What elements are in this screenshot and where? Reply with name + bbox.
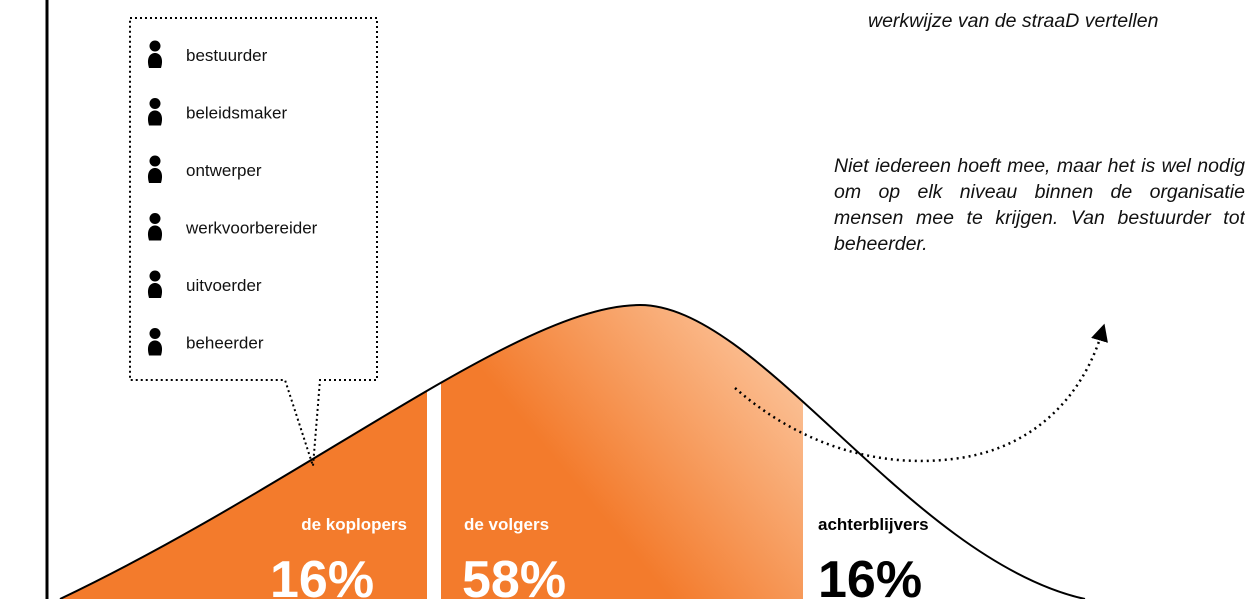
volgers-label: de volgers	[464, 515, 549, 534]
role-item: werkvoorbereider	[147, 213, 318, 241]
dotted-arrow	[734, 323, 1108, 463]
role-label: beheerder	[186, 334, 264, 353]
roles-callout-bubble	[129, 17, 378, 467]
person-icon	[147, 40, 163, 68]
role-label: beleidsmaker	[186, 104, 287, 123]
koplopers-percent: 16%	[270, 551, 374, 599]
bell-curve	[59, 303, 1086, 599]
koplopers-area	[60, 390, 427, 599]
role-item: uitvoerder	[147, 270, 262, 298]
role-label: bestuurder	[186, 46, 268, 65]
person-icon	[147, 270, 163, 298]
role-item: beleidsmaker	[147, 98, 287, 126]
roles-list: bestuurder beleidsmaker ontwerper werkvoorb…	[147, 40, 318, 356]
role-item: bestuurder	[147, 40, 268, 68]
role-label: uitvoerder	[186, 276, 262, 295]
achterblijvers-percent: 16%	[818, 551, 922, 599]
role-label: ontwerper	[186, 161, 262, 180]
explanation-text: Niet iedereen hoeft mee, maar het is wel…	[834, 155, 1245, 255]
volgers-percent: 58%	[462, 551, 566, 599]
role-label: werkvoorbereider	[185, 219, 318, 238]
koplopers-label: de koplopers	[301, 515, 407, 534]
volgers-area	[441, 305, 803, 599]
role-item: ontwerper	[147, 155, 262, 183]
achterblijvers-label: achterblijvers	[818, 515, 929, 534]
person-icon	[147, 213, 163, 241]
intro-text-fragment: werkwijze van de straaD vertellen	[868, 10, 1159, 32]
person-icon	[147, 155, 163, 183]
person-icon	[147, 98, 163, 126]
person-icon	[147, 328, 163, 356]
role-item: beheerder	[147, 328, 264, 356]
